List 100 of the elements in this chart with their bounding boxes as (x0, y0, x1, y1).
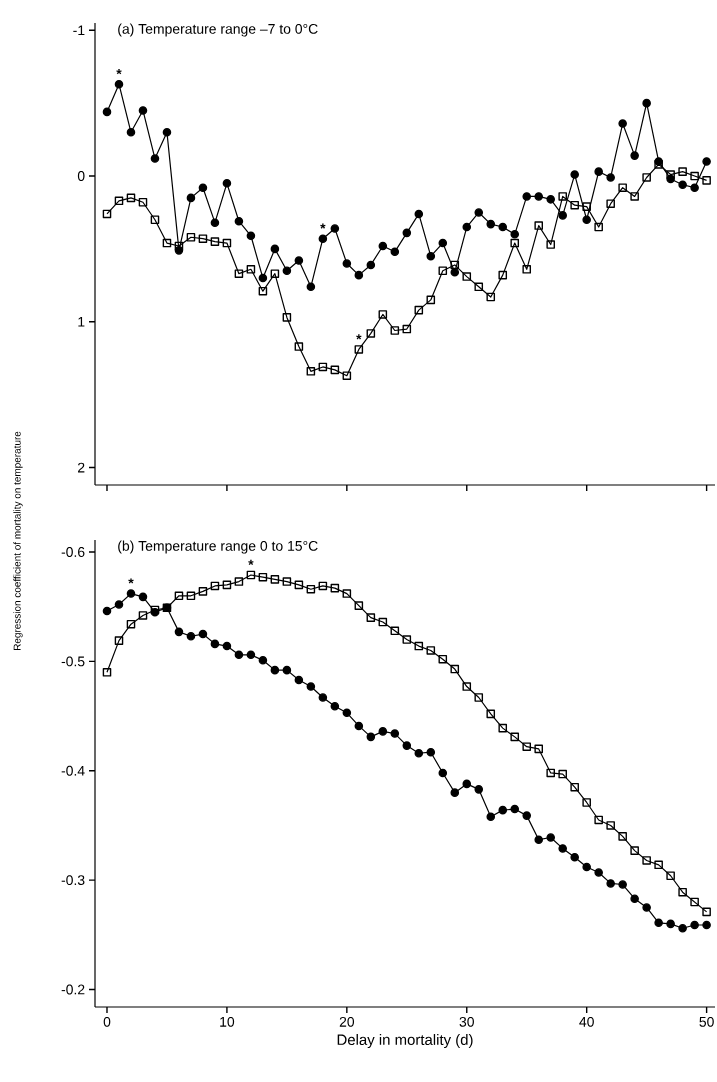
point (678, 923, 687, 933)
point (438, 238, 448, 248)
point (678, 180, 687, 190)
point (162, 128, 172, 137)
annotation: * (320, 223, 326, 229)
point (126, 193, 136, 203)
point (510, 804, 520, 814)
point (498, 270, 508, 280)
point (342, 259, 352, 268)
point (582, 202, 591, 211)
point (390, 626, 400, 636)
point (522, 265, 532, 274)
point (186, 232, 196, 242)
point (306, 682, 316, 691)
point (618, 183, 627, 192)
point (234, 650, 244, 660)
point (642, 98, 651, 108)
point (462, 779, 472, 789)
annotation: * (116, 69, 122, 75)
point (246, 265, 256, 274)
point (510, 732, 520, 742)
point (462, 222, 472, 232)
point (126, 589, 136, 598)
x-tick-label: 30 (459, 1016, 474, 1027)
point (354, 601, 364, 610)
point (414, 748, 424, 758)
point (234, 269, 244, 278)
point (426, 295, 436, 305)
point (438, 266, 448, 276)
point (642, 856, 651, 865)
y-tick-label: -0.2 (61, 984, 85, 995)
point (282, 266, 292, 276)
point (618, 832, 627, 841)
point (306, 282, 316, 292)
point (234, 216, 244, 226)
point (534, 835, 543, 844)
point (102, 107, 112, 117)
point (246, 570, 256, 580)
point (522, 192, 532, 201)
y-tick-label: 1 (78, 316, 85, 327)
point (294, 342, 304, 351)
point (702, 907, 711, 917)
point (342, 371, 352, 380)
point (186, 193, 196, 203)
point (678, 887, 687, 897)
point (210, 639, 220, 649)
point (402, 324, 412, 334)
point (630, 151, 639, 160)
point (570, 170, 579, 179)
point (522, 811, 532, 820)
point (558, 192, 567, 201)
point (570, 782, 579, 792)
x-tick-label: 10 (220, 1016, 235, 1027)
point (558, 844, 567, 853)
point (210, 237, 220, 246)
point (366, 732, 376, 742)
point (222, 238, 232, 248)
point (162, 238, 172, 248)
point (426, 251, 436, 261)
point (246, 650, 256, 660)
point (318, 362, 328, 372)
point (606, 173, 615, 182)
point (126, 619, 136, 629)
point (318, 581, 328, 591)
point (222, 580, 232, 590)
point (342, 708, 352, 718)
point (486, 219, 496, 229)
annotation: * (248, 559, 254, 565)
point (666, 170, 675, 179)
point (258, 656, 268, 665)
point (222, 641, 232, 651)
point (186, 591, 196, 601)
point (630, 846, 639, 855)
point (258, 572, 268, 582)
point (330, 365, 340, 375)
point (558, 769, 567, 779)
point (702, 157, 711, 166)
point (366, 329, 376, 338)
point (102, 668, 112, 677)
point (474, 693, 484, 702)
point (306, 367, 316, 376)
point (438, 654, 448, 664)
point (270, 269, 280, 278)
point (546, 240, 555, 249)
point (186, 631, 196, 641)
point (486, 292, 496, 302)
point (126, 128, 136, 137)
y-tick-label: -0.6 (61, 547, 85, 557)
point (318, 693, 328, 702)
point (426, 747, 436, 757)
y-axis-title: Regression coefficient of mortality on temperature (13, 431, 23, 651)
point (234, 577, 244, 586)
point (138, 611, 148, 620)
x-axis-title: Delay in mortality (d) (337, 1034, 473, 1048)
point (198, 587, 208, 596)
point (534, 221, 543, 230)
point (282, 577, 292, 586)
point (594, 815, 603, 825)
point (462, 272, 472, 281)
point (258, 286, 268, 296)
